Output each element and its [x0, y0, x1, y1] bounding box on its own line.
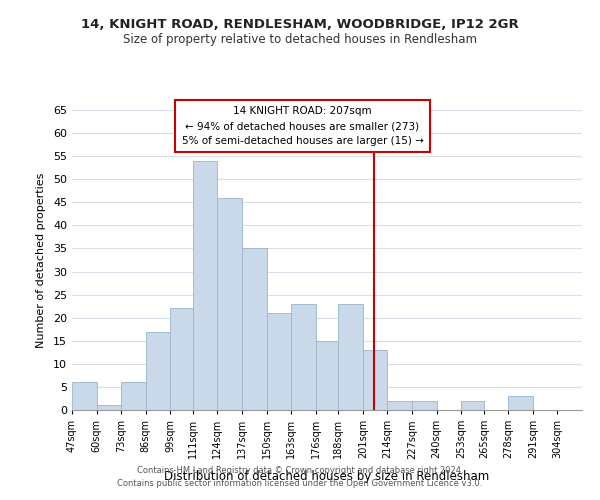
- Bar: [72, 382, 97, 410]
- X-axis label: Distribution of detached houses by size in Rendlesham: Distribution of detached houses by size …: [164, 470, 490, 482]
- Text: 14, KNIGHT ROAD, RENDLESHAM, WOODBRIDGE, IP12 2GR: 14, KNIGHT ROAD, RENDLESHAM, WOODBRIDGE,…: [81, 18, 519, 30]
- Bar: [242, 248, 266, 410]
- Bar: [363, 350, 388, 410]
- Bar: [508, 396, 533, 410]
- Text: Contains HM Land Registry data © Crown copyright and database right 2024.
Contai: Contains HM Land Registry data © Crown c…: [118, 466, 482, 487]
- Y-axis label: Number of detached properties: Number of detached properties: [36, 172, 46, 348]
- Bar: [338, 304, 363, 410]
- Bar: [266, 313, 291, 410]
- Bar: [388, 401, 412, 410]
- Bar: [412, 401, 437, 410]
- Text: Size of property relative to detached houses in Rendlesham: Size of property relative to detached ho…: [123, 32, 477, 46]
- Bar: [121, 382, 146, 410]
- Bar: [193, 161, 217, 410]
- Bar: [217, 198, 242, 410]
- Bar: [461, 401, 484, 410]
- Bar: [97, 406, 121, 410]
- Bar: [170, 308, 193, 410]
- Text: 14 KNIGHT ROAD: 207sqm
← 94% of detached houses are smaller (273)
5% of semi-det: 14 KNIGHT ROAD: 207sqm ← 94% of detached…: [182, 106, 424, 146]
- Bar: [146, 332, 170, 410]
- Bar: [291, 304, 316, 410]
- Bar: [316, 341, 338, 410]
